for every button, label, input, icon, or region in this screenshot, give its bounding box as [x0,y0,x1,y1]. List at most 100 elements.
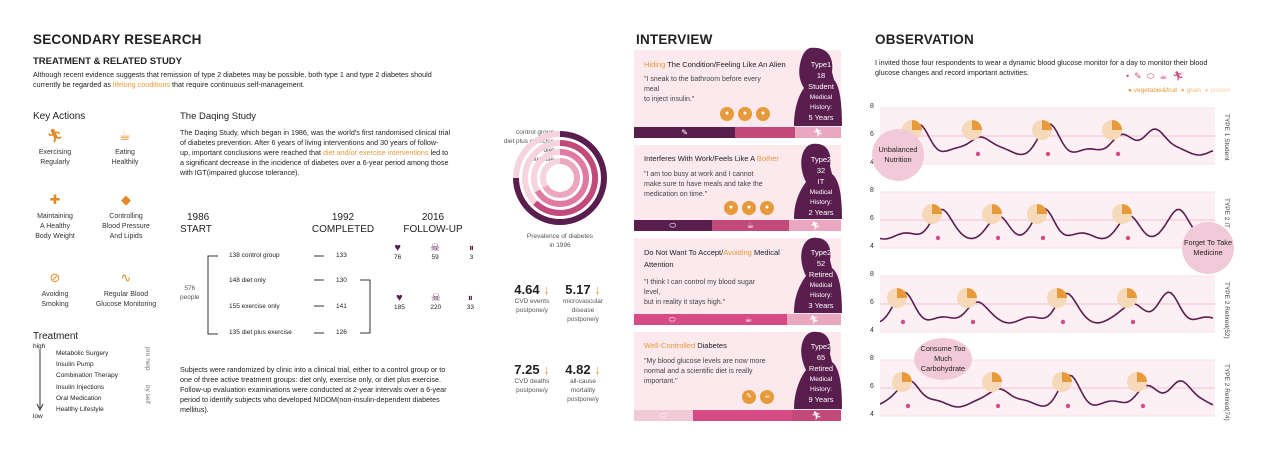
row1-y4: 4 [870,159,874,166]
followup-intervention: ♥ 185 ☠ 220 ⏸︎ 33 [394,292,474,312]
action-eating: ☕︎ Eating Healthily [100,128,150,168]
edit-icon: ✎ [742,390,756,404]
bubble-too-much-carbs: Consume Too Much Carbohydrate [914,338,972,380]
interview-title: INTERVIEW [636,32,713,47]
stat-microvascular: 5.17 ↓ microvascular disease postpone/y [562,282,604,323]
secondary-intro: Although recent evidence suggests that r… [33,70,432,89]
runner-icon: 🏃︎ [795,127,841,138]
by-self-label: by self [144,385,151,404]
heart-pulse-icon: ♥ [396,292,403,304]
runner-icon: 🏃︎ [786,314,841,325]
persona-1: Type1 18 Student Medical History: 5 Years [808,60,834,122]
card-2-bar: ⬭ ☕︎ 🏃︎ [634,220,841,231]
pill-icon: ⬭ [634,220,712,231]
prevalence-ring-chart [513,131,607,225]
action-glucose: ∿ Regular Blood Glucose Monitoring [90,270,162,310]
meal-pie-slice [1112,120,1122,130]
cup-icon: ☕︎ [119,128,131,143]
daqing-method: Subjects were randomized by clinic into … [180,365,447,414]
observation-legend: ● vegetable&fruit ● grain ● protein [1128,87,1231,94]
pen-icon: ✎ [634,127,736,138]
row1-y8: 8 [870,103,874,110]
row2-y8: 8 [870,187,874,194]
event-dot [975,151,981,157]
weibo-icon: ● [742,201,756,215]
row4-y8: 8 [870,355,874,362]
glucose-curve-3 [880,291,1214,324]
group-2: 155 exercise only [229,303,280,310]
row2-y4: 4 [870,243,874,250]
event-dot [1140,403,1146,409]
forum-icon: ● [760,201,774,215]
ring-diet-exercise [533,139,599,216]
row4-y6: 6 [870,383,874,390]
event-dot [1045,151,1051,157]
ring-control [513,131,607,225]
row2-y6: 6 [870,215,874,222]
event-dot [995,403,1001,409]
ring-caption: Prevalence of diabetes in 1996 [526,233,594,249]
row3-y4: 4 [870,327,874,334]
persona-4: Type2 65 Retired Medical History: 9 Years [808,342,834,404]
meal-pie-slice [902,372,912,382]
meal-pie-slice [1127,288,1137,298]
stat-cvd-events: 4.64 ↓ CVD events postpone/y [514,282,550,314]
row-label-2: TYPE 2 IT [1223,198,1230,228]
action-blood-pressure: ◆ Controlling Blood Pressure And Lipids [96,192,156,242]
card-4-title: Well-Controlled Diabetes [644,341,727,350]
card-4-bar: ⬭ 🏃︎ [634,410,841,421]
study-flow-lines [207,255,371,335]
persona-3: Type2 52 Retired Medical History: 3 Years [808,248,834,310]
pro-help-label: pro help [144,347,151,371]
completed-3: 126 [336,329,347,336]
card-2-title: Interferes With Work/Feels Like A Bother [644,154,779,163]
action-weight: ✚ Maintaining A Healthy Body Weight [28,192,82,242]
pause-icon: ⏸︎ [468,243,474,254]
completed-1: 130 [336,277,347,284]
glucose-curve-4 [880,374,1214,408]
card-1-bar: ✎ 🏃︎ [634,127,841,138]
treatment-high: high [33,343,46,350]
heart-pulse-icon: ♥ [394,242,401,254]
treatment-low: low [33,413,43,420]
runner-icon: 🏃︎ [789,220,841,231]
meal-pie-slice [1137,372,1147,382]
persona-2: Type2 32 IT Medical History: 2 Years [808,155,834,217]
running-icon: 🏃︎ [1172,71,1189,81]
wechat-icon: ● [724,201,738,215]
card-3-quote: "I think I can control my blood sugar le… [644,279,756,306]
skull-icon: ☠ [430,292,441,304]
glucose-chart [880,107,1215,417]
card-3-bar: ⬭ ☕︎ 🏃︎ [634,314,841,325]
secondary-subtitle: TREATMENT & RELATED STUDY [33,56,183,67]
action-exercising: 🏃︎ Exercising Regularly [30,128,80,168]
stat-all-cause: 4.82 ↓ all-cause mortality postpone/y [565,362,601,403]
observation-desc: I invited those four respondents to wear… [875,58,1208,77]
meal-pie-slice [1042,120,1052,130]
card-2-quote: "I am too busy at work and I cannot make … [644,171,763,198]
card-4-quote: "My blood glucose levels are now more nor… [644,358,766,385]
pill-icon: ⬭ [634,314,711,325]
runner-icon: 🏃︎ [791,410,841,421]
group-0: 138 control group [229,252,280,259]
followup-control: ♥ 76 ☠ 59 ⏸︎ 3 [394,242,474,262]
skull-icon: ☠ [430,242,441,254]
pause-icon: ⏸︎ [467,293,473,304]
observation-title: OBSERVATION [875,32,974,47]
running-icon: 🏃︎ [46,128,64,143]
cup-icon: ☕︎ [710,314,787,325]
wechat-icon: ● [720,107,734,121]
event-dot [1040,235,1046,241]
drop-icon: ◆ [121,192,131,207]
row-label-4: TYPE 2 Retired(74) [1223,364,1230,421]
row4-y4: 4 [870,411,874,418]
meal-pie-slice [972,120,982,130]
treatment-arrow [36,350,44,412]
event-dot [905,403,911,409]
meal-pie-slice [967,288,977,298]
stat-cvd-deaths: 7.25 ↓ CVD deaths postpone/y [514,362,550,394]
observation-legend-icons: •✎⬭☕︎🏃︎ [1126,71,1189,82]
col-2016: 2016 FOLLOW-UP [403,212,463,235]
event-dot [1130,319,1136,325]
ring-diet [534,149,589,207]
